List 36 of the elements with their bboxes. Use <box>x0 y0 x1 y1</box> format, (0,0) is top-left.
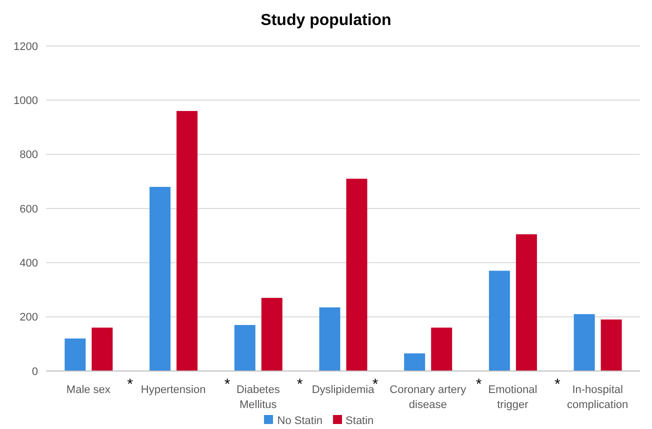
y-tick-label: 800 <box>20 149 38 162</box>
x-tick-label: Hypertension <box>140 384 206 396</box>
text: * <box>127 376 134 393</box>
bar <box>600 320 622 371</box>
bar <box>574 314 595 371</box>
bar <box>92 328 113 371</box>
x-tick-label: In-hospital complication <box>567 384 628 411</box>
y-tick-label: 600 <box>20 203 38 216</box>
bar <box>176 111 198 371</box>
y-tick-label: 400 <box>20 258 38 270</box>
y-tick-label: 1200 <box>14 40 38 53</box>
bar <box>150 186 171 371</box>
legend-label: No Statin <box>277 415 323 427</box>
bar <box>346 178 368 371</box>
bar <box>516 234 537 371</box>
x-tick-label: Coronary artery disease <box>390 384 467 411</box>
text: * <box>224 376 230 393</box>
bar <box>431 328 452 371</box>
x-tick-label: Dyslipidemia <box>312 384 376 396</box>
y-tick-label: 1000 <box>14 95 38 108</box>
x-tick-label: Diabetes Mellitus <box>236 384 280 411</box>
text: * <box>476 376 482 393</box>
x-tick-label: Emotional trigger <box>488 384 538 411</box>
x-tick-label: Male sex <box>66 384 111 396</box>
text: * <box>554 376 561 393</box>
bar <box>488 270 510 371</box>
bar <box>404 353 426 371</box>
bar <box>234 324 256 371</box>
y-tick-label: 0 <box>32 366 38 378</box>
legend-label: Statin <box>346 415 374 427</box>
text: * <box>296 376 303 393</box>
bar <box>64 338 86 371</box>
y-tick-label: 200 <box>20 312 38 324</box>
bar <box>319 307 340 371</box>
bar <box>261 298 282 371</box>
chart-title: Study population <box>260 11 392 31</box>
